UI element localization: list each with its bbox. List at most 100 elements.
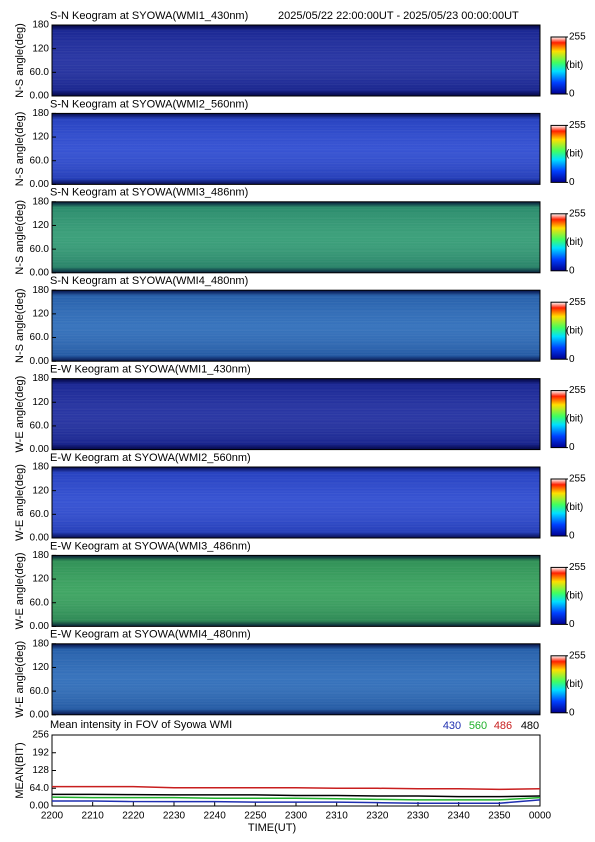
keogram-texture [52, 43, 540, 44]
keogram-texture [52, 426, 540, 428]
keogram-texture [52, 559, 540, 560]
keogram-texture [52, 120, 540, 122]
keogram-texture [52, 223, 540, 224]
keogram-texture [52, 650, 540, 652]
keogram-texture [52, 328, 540, 330]
keogram-texture [52, 603, 540, 605]
keogram-texture [52, 87, 540, 88]
keogram-texture [52, 699, 540, 701]
keogram-texture [52, 671, 540, 673]
keogram-texture [52, 652, 540, 654]
colorbar-label: (bit) [566, 414, 583, 425]
y-tick-label: 0.00 [30, 709, 50, 720]
keogram-shade [52, 113, 540, 185]
keogram-texture [52, 666, 540, 668]
keogram-texture [52, 507, 540, 508]
keogram-texture [52, 502, 540, 504]
y-axis-label: MEAN(BIT) [14, 742, 26, 798]
colorbar-label: (bit) [566, 325, 583, 336]
y-tick-label: 120 [32, 397, 49, 408]
y-tick-label: 0.00 [30, 533, 50, 544]
keogram-texture [52, 309, 540, 311]
keogram-texture [52, 480, 540, 482]
keogram-texture [52, 226, 540, 227]
keogram-texture [52, 35, 540, 36]
colorbar-tick-label: 0 [569, 265, 575, 276]
x-tick-label: 2220 [122, 811, 145, 822]
panel-title: S-N Keogram at SYOWA(WMI3_486nm) [50, 187, 248, 199]
keogram-texture [52, 265, 540, 267]
keogram-texture [52, 320, 540, 322]
keogram-texture [52, 423, 540, 425]
keogram-texture [52, 66, 540, 68]
keogram-texture [52, 592, 540, 594]
panel-title: S-N Keogram at SYOWA(WMI2_560nm) [50, 98, 248, 110]
keogram-texture [52, 518, 540, 519]
keogram-texture [52, 600, 540, 601]
keogram-texture [52, 497, 540, 499]
keogram-texture [52, 404, 540, 406]
keogram-texture [52, 477, 540, 478]
keogram-texture [52, 608, 540, 609]
keogram-texture [52, 47, 540, 49]
keogram-texture [52, 347, 540, 349]
keogram-texture [52, 511, 540, 513]
y-axis-label: N-S angle(deg) [14, 200, 26, 275]
keogram-texture [52, 74, 540, 76]
keogram-texture [52, 260, 540, 262]
keogram-texture [52, 685, 540, 687]
keogram-texture [52, 169, 540, 170]
keogram-texture [52, 65, 540, 66]
keogram-texture [52, 485, 540, 486]
colorbar-label: (bit) [566, 502, 583, 513]
keogram-texture [52, 407, 540, 409]
keogram-texture [52, 433, 540, 434]
keogram-frame [51, 201, 541, 274]
keogram-texture [52, 657, 540, 658]
keogram-texture [52, 352, 540, 354]
keogram-texture [52, 349, 540, 350]
keogram-texture [52, 314, 540, 316]
y-tick-label: 120 [32, 132, 49, 143]
colorbar-label: (bit) [566, 149, 583, 160]
keogram-texture [52, 472, 540, 474]
keogram-texture [52, 62, 540, 63]
keogram-texture [52, 387, 540, 388]
keogram-texture [52, 436, 540, 437]
keogram-texture [52, 335, 540, 336]
keogram-texture [52, 49, 540, 51]
keogram-texture [52, 709, 540, 710]
keogram-texture [52, 687, 540, 688]
keogram-texture [52, 494, 540, 496]
keogram-shade [52, 25, 540, 96]
keogram-texture [52, 684, 540, 685]
keogram-texture [52, 572, 540, 573]
series-line [52, 793, 541, 798]
panel-subtitle: 2025/05/22 22:00:00UT - 2025/05/23 00:00… [278, 10, 519, 22]
keogram-texture [52, 41, 540, 43]
colorbar-label: (bit) [566, 60, 583, 71]
keogram-texture [52, 680, 540, 682]
keogram-texture [52, 248, 540, 249]
keogram-texture [52, 606, 540, 608]
keogram-texture [52, 590, 540, 592]
keogram-texture [52, 532, 540, 534]
x-tick-label: 2240 [204, 811, 227, 822]
keogram-texture [52, 302, 540, 303]
keogram-texture [52, 242, 540, 243]
keogram-texture [52, 88, 540, 90]
keogram-texture [52, 384, 540, 385]
legend-entry: 560 [469, 720, 487, 732]
keogram-texture [52, 325, 540, 327]
keogram-texture [52, 85, 540, 87]
keogram-texture [52, 598, 540, 600]
keogram-texture [52, 403, 540, 404]
keogram-texture [52, 343, 540, 344]
keogram-texture [52, 69, 540, 71]
keogram-texture [52, 152, 540, 153]
y-tick-label: 0.00 [30, 91, 50, 102]
colorbar [550, 655, 567, 714]
colorbar-tick-label: 255 [569, 297, 586, 308]
keogram-texture [52, 117, 540, 118]
keogram-texture [52, 587, 540, 589]
